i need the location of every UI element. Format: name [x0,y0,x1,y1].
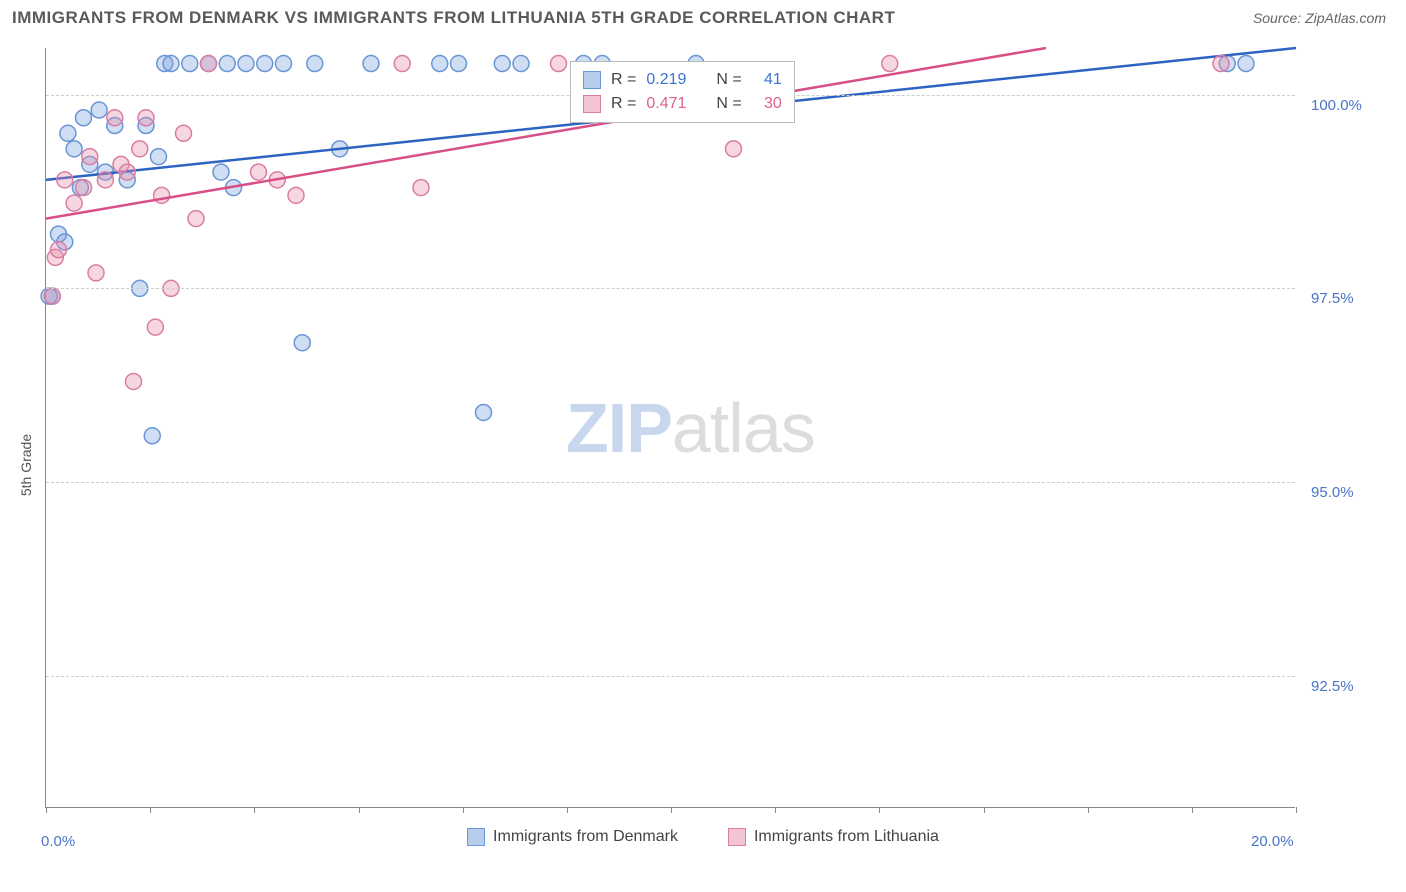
x-tick [359,807,360,813]
data-point [363,56,379,72]
x-tick [1192,807,1193,813]
data-point [138,110,154,126]
data-point [882,56,898,72]
data-point [219,56,235,72]
n-value-lithuania: 30 [752,95,782,113]
r-label: R = [611,95,636,113]
data-point [188,211,204,227]
data-point [119,164,135,180]
data-point [451,56,467,72]
data-point [176,125,192,141]
x-tick [671,807,672,813]
data-point [51,242,67,258]
data-point [294,335,310,351]
data-point [182,56,198,72]
data-point [163,56,179,72]
data-point [551,56,567,72]
data-point [88,265,104,281]
data-point [66,195,82,211]
data-point [494,56,510,72]
data-point [151,149,167,165]
r-value-denmark: 0.219 [646,71,686,89]
trend-line [46,48,1046,219]
x-tick [46,807,47,813]
data-point [276,56,292,72]
data-point [76,180,92,196]
data-point [76,110,92,126]
legend-item-denmark: Immigrants from Denmark [467,828,678,846]
data-point [132,141,148,157]
gridline [46,676,1295,677]
gridline [46,482,1295,483]
data-point [413,180,429,196]
data-point [1238,56,1254,72]
data-point [726,141,742,157]
plot-region: ZIPatlas 92.5%95.0%97.5%100.0%0.0%20.0% [45,48,1295,808]
x-tick [879,807,880,813]
data-point [1213,56,1229,72]
y-tick-label: 100.0% [1311,97,1362,114]
legend-item-lithuania: Immigrants from Lithuania [728,828,939,846]
data-point [126,373,142,389]
data-point [60,125,76,141]
y-axis-label: 5th Grade [18,434,34,496]
data-point [144,428,160,444]
legend-label-lithuania: Immigrants from Lithuania [754,828,939,846]
chart-title: IMMIGRANTS FROM DENMARK VS IMMIGRANTS FR… [12,8,895,28]
data-point [57,172,73,188]
legend-row-lithuania: R = 0.471 N = 30 [583,92,782,116]
data-point [238,56,254,72]
x-tick [254,807,255,813]
data-point [201,56,217,72]
r-label: R = [611,71,636,89]
data-point [513,56,529,72]
n-value-denmark: 41 [752,71,782,89]
x-tick [984,807,985,813]
source-label: Source: ZipAtlas.com [1253,10,1386,26]
data-point [432,56,448,72]
legend-row-denmark: R = 0.219 N = 41 [583,68,782,92]
data-point [288,187,304,203]
plot-svg [46,48,1295,807]
data-point [82,149,98,165]
x-tick [1296,807,1297,813]
n-label: N = [716,95,741,113]
data-point [147,319,163,335]
swatch-lithuania [583,95,601,113]
x-tick [567,807,568,813]
gridline [46,288,1295,289]
y-tick-label: 92.5% [1311,678,1354,695]
y-tick-label: 95.0% [1311,484,1354,501]
data-point [251,164,267,180]
x-tick [1088,807,1089,813]
data-point [307,56,323,72]
data-point [91,102,107,118]
swatch-denmark [583,71,601,89]
r-value-lithuania: 0.471 [646,95,686,113]
chart-header: IMMIGRANTS FROM DENMARK VS IMMIGRANTS FR… [0,0,1406,32]
chart-area: 5th Grade ZIPatlas 92.5%95.0%97.5%100.0%… [0,38,1406,892]
correlation-legend: R = 0.219 N = 41 R = 0.471 N = 30 [570,61,795,123]
data-point [476,404,492,420]
data-point [44,288,60,304]
swatch-denmark-icon [467,828,485,846]
data-point [394,56,410,72]
data-point [97,172,113,188]
swatch-lithuania-icon [728,828,746,846]
y-tick-label: 97.5% [1311,290,1354,307]
x-tick [150,807,151,813]
data-point [66,141,82,157]
x-tick [463,807,464,813]
legend-label-denmark: Immigrants from Denmark [493,828,678,846]
data-point [213,164,229,180]
x-tick [775,807,776,813]
data-point [107,110,123,126]
n-label: N = [716,71,741,89]
series-legend: Immigrants from Denmark Immigrants from … [0,828,1406,846]
data-point [257,56,273,72]
